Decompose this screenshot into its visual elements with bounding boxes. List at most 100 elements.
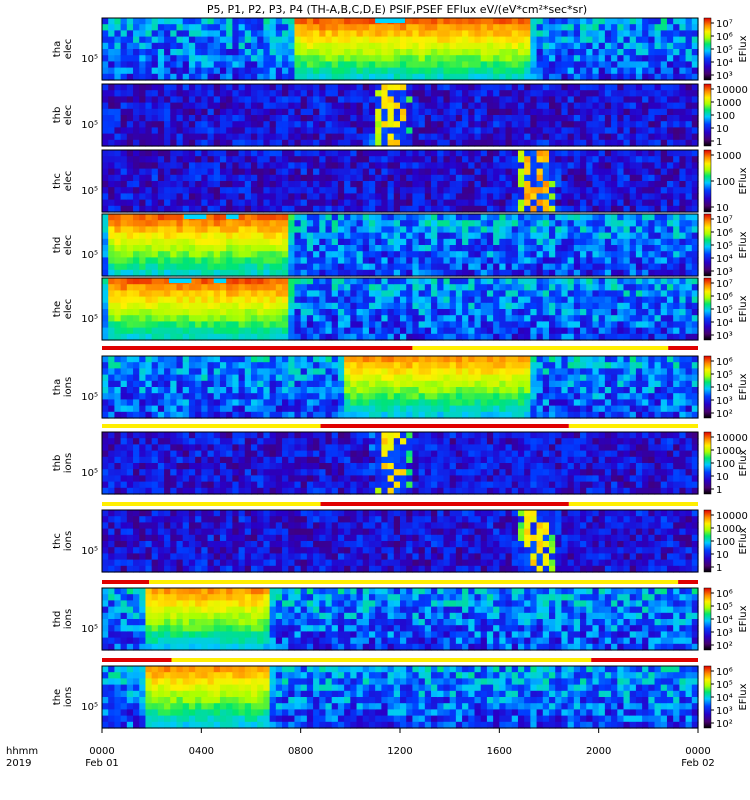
heatmap-cell [244, 226, 252, 234]
heatmap-cell [306, 102, 314, 110]
heatmap-cell [145, 174, 153, 182]
heatmap-cell [530, 90, 538, 97]
heatmap-cell [387, 205, 395, 213]
heatmap-cell [611, 121, 618, 128]
heatmap-cell [387, 150, 395, 157]
heatmap-cell [598, 24, 606, 31]
heatmap-cell [251, 139, 258, 147]
heatmap-cell [468, 333, 476, 341]
heatmap-cell [145, 321, 153, 329]
heatmap-cell [306, 174, 314, 182]
heatmap-cell [313, 333, 320, 341]
heatmap-cell [499, 205, 507, 213]
heatmap-cell [294, 321, 302, 329]
heatmap-cell [188, 156, 196, 163]
heatmap-cell [617, 220, 625, 227]
heatmap-cell [517, 257, 525, 265]
heatmap-cell [188, 102, 196, 110]
heatmap-cell [201, 67, 209, 75]
heatmap-cell [288, 251, 296, 258]
heatmap-cell [642, 168, 649, 176]
heatmap-cell [604, 296, 612, 304]
heatmap-cell [598, 284, 606, 291]
heatmap-cell [182, 55, 190, 62]
heatmap-cell [102, 42, 109, 50]
heatmap-cell [300, 296, 308, 304]
heatmap-cell [431, 121, 438, 128]
heatmap-cell [549, 238, 556, 246]
heatmap-cell [536, 309, 544, 316]
heatmap-cell [685, 251, 693, 258]
heatmap-cell [617, 73, 625, 81]
heatmap-cell [424, 30, 432, 38]
heatmap-cell [424, 296, 432, 304]
heatmap-cell [151, 18, 159, 25]
heatmap-cell [524, 187, 531, 194]
heatmap-cell [493, 269, 500, 277]
heatmap-cell [573, 139, 581, 147]
heatmap-cell [306, 162, 314, 170]
heatmap-cell [219, 102, 227, 110]
heatmap-cell [114, 133, 122, 141]
heatmap-cell [344, 321, 351, 329]
heatmap-cell [474, 42, 482, 50]
heatmap-cell [629, 269, 637, 277]
heatmap-cell [431, 278, 438, 285]
heatmap-cell [517, 127, 525, 135]
heatmap-cell [120, 327, 128, 335]
heatmap-cell [368, 269, 376, 277]
heatmap-cell [673, 263, 680, 271]
heatmap-cell [530, 278, 538, 285]
heatmap-cell [691, 284, 699, 291]
heatmap-cell [449, 133, 457, 141]
heatmap-cell [511, 24, 519, 31]
heatmap-cell [536, 193, 544, 201]
heatmap-cell [505, 290, 513, 298]
heatmap-cell [164, 42, 171, 50]
heatmap-cell [437, 263, 445, 271]
heatmap-cell [673, 187, 680, 194]
heatmap-cell [393, 156, 401, 163]
heatmap-cell [219, 296, 227, 304]
heatmap-cell [592, 199, 600, 207]
heatmap-cell [331, 327, 339, 335]
heatmap-cell [226, 55, 233, 62]
heatmap-cell [567, 269, 575, 277]
heatmap-cell [102, 205, 109, 213]
heatmap-cell [108, 61, 116, 69]
heatmap-cell [126, 121, 134, 128]
heatmap-cell [139, 405, 147, 413]
heatmap-cell [368, 96, 376, 104]
heatmap-cell [195, 90, 202, 97]
heatmap-cell [493, 290, 500, 298]
heatmap-cell [474, 18, 482, 25]
heatmap-cell [604, 205, 612, 213]
heatmap-cell [350, 290, 358, 298]
heatmap-cell [424, 115, 432, 122]
heatmap-cell [139, 284, 147, 291]
heatmap-cell [517, 232, 525, 240]
heatmap-cell [139, 96, 147, 104]
heatmap-cell [306, 67, 314, 75]
heatmap-cell [294, 108, 302, 116]
heatmap-cell [685, 90, 693, 97]
heatmap-cell [362, 263, 370, 271]
heatmap-cell [195, 133, 202, 141]
heatmap-cell [213, 333, 221, 341]
heatmap-cell [337, 321, 345, 329]
heatmap-cell [319, 226, 327, 234]
heatmap-cell [462, 42, 469, 50]
heatmap-cell [232, 127, 240, 135]
heatmap-cell [381, 278, 389, 285]
heatmap-cell [567, 90, 575, 97]
heatmap-cell [319, 96, 327, 104]
heatmap-cell [666, 150, 674, 157]
heatmap-cell [406, 232, 414, 240]
heatmap-cell [145, 251, 153, 258]
heatmap-cell [604, 24, 612, 31]
heatmap-cell [505, 333, 513, 341]
heatmap-cell [468, 84, 476, 91]
heatmap-cell [213, 24, 221, 31]
heatmap-cell [437, 251, 445, 258]
